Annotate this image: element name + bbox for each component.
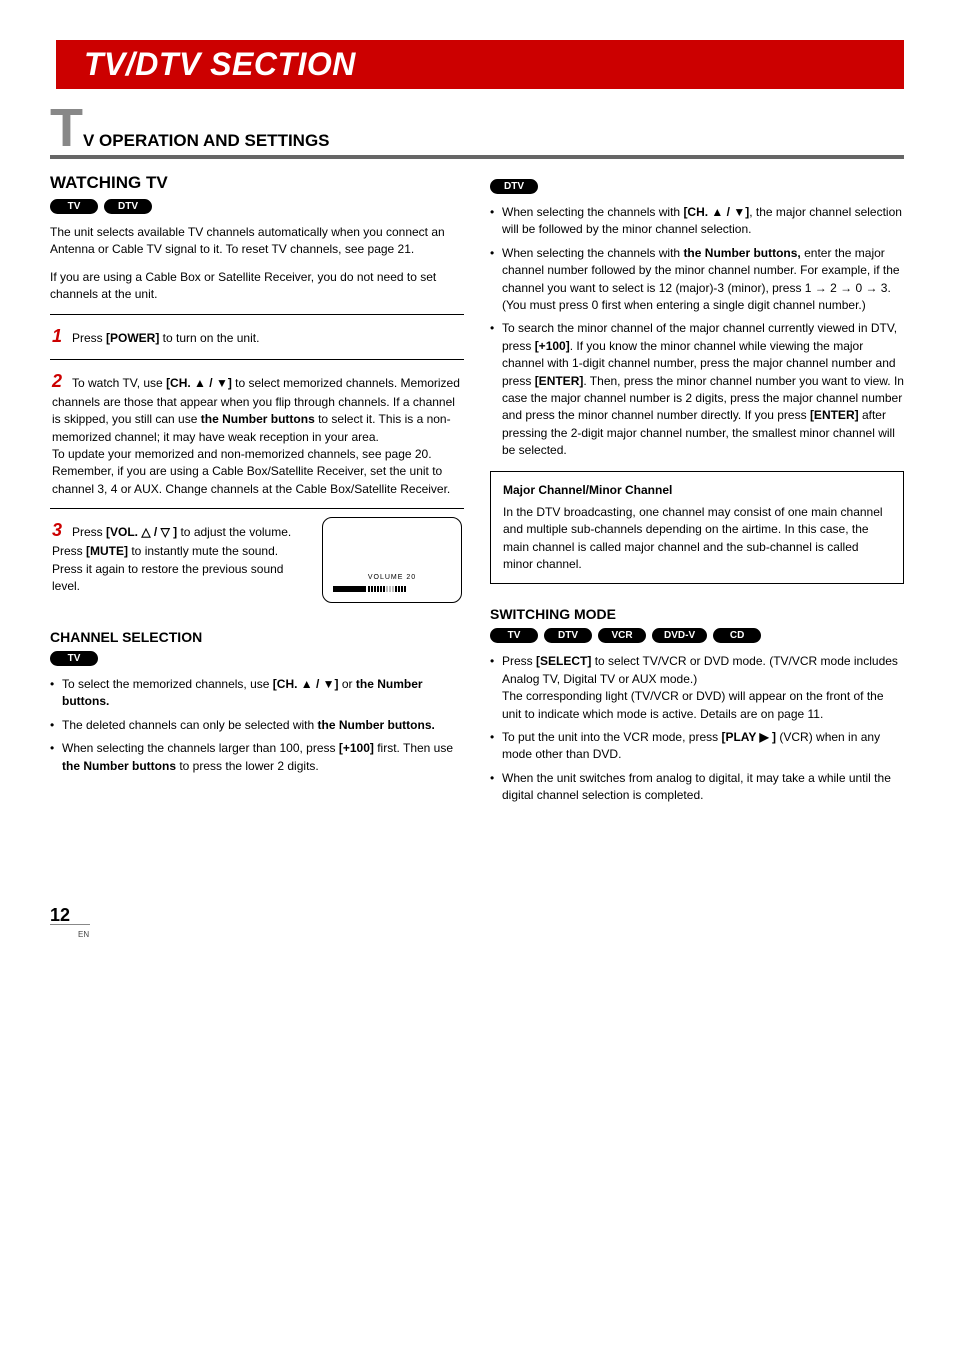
text: When selecting the channels larger than …: [62, 741, 339, 755]
info-box-body: In the DTV broadcasting, one channel may…: [503, 504, 891, 574]
page-title: TV OPERATION AND SETTINGS: [50, 101, 904, 159]
pill: DTV: [490, 179, 538, 194]
pill: VCR: [598, 628, 646, 643]
pill: TV: [50, 199, 98, 214]
key-label: [VOL. △ / ▽ ]: [106, 525, 177, 539]
key-label: the Number buttons: [201, 412, 315, 426]
key-label: [SELECT]: [536, 654, 591, 668]
pill-row-watching: TV DTV: [50, 199, 464, 214]
step-3: 3Press [VOL. △ / ▽ ] to adjust the volum…: [50, 508, 464, 613]
intro-paragraph: If you are using a Cable Box or Satellit…: [50, 269, 464, 304]
page-number: 12: [50, 905, 70, 925]
text: To select the memorized channels, use: [62, 677, 273, 691]
step-number: 2: [52, 368, 68, 394]
key-label: [+100]: [535, 339, 570, 353]
key-label: [CH. ▲ / ▼]: [683, 205, 749, 219]
key-label: [CH. ▲ / ▼]: [166, 376, 232, 390]
switching-bullets: Press [SELECT] to select TV/VCR or DVD m…: [490, 653, 904, 804]
dtv-bullets: When selecting the channels with [CH. ▲ …: [490, 204, 904, 459]
text: Press: [502, 654, 536, 668]
pill-row-channel: TV: [50, 651, 464, 666]
key-label: [MUTE]: [86, 544, 128, 558]
volume-label: VOLUME 20: [333, 573, 451, 583]
pill: CD: [713, 628, 761, 643]
list-item: When selecting the channels with the Num…: [490, 245, 904, 315]
text: The deleted channels can only be selecte…: [62, 718, 318, 732]
text: To put the unit into the VCR mode, press: [502, 730, 721, 744]
key-label: the Number buttons,: [683, 246, 800, 260]
page-title-rest: V OPERATION AND SETTINGS: [83, 131, 330, 150]
list-item: Press [SELECT] to select TV/VCR or DVD m…: [490, 653, 904, 723]
step-list: 1 Press [POWER] to turn on the unit. 2 To …: [50, 314, 464, 614]
text: Remember, if you are using a Cable Box/S…: [52, 464, 450, 495]
text: To update your memorized and non-memoriz…: [52, 447, 432, 461]
step-2: 2To watch TV, use [CH. ▲ / ▼] to select …: [50, 359, 464, 508]
key-label: [PLAY ▶ ]: [721, 730, 776, 744]
right-column: DTV When selecting the channels with [CH…: [490, 173, 904, 815]
key-label: [CH. ▲ / ▼]: [273, 677, 339, 691]
volume-bar: [333, 586, 451, 592]
key-label: the Number buttons.: [318, 718, 435, 732]
key-label: the Number buttons: [62, 759, 176, 773]
text: to press the lower 2 digits.: [176, 759, 319, 773]
pill: TV: [50, 651, 98, 666]
list-item: To put the unit into the VCR mode, press…: [490, 729, 904, 764]
intro-paragraph: The unit selects available TV channels a…: [50, 224, 464, 259]
text: first. Then use: [374, 741, 453, 755]
info-box-title: Major Channel/Minor Channel: [503, 482, 891, 499]
key-label: [POWER]: [106, 331, 159, 345]
volume-osd-illustration: VOLUME 20: [322, 517, 462, 603]
text: Press: [72, 525, 106, 539]
left-column: WATCHING TV TV DTV The unit selects avai…: [50, 173, 464, 815]
step-number: 1: [52, 323, 68, 349]
pill-row-dtv: DTV: [490, 179, 904, 194]
footer-suffix: EN: [78, 930, 89, 939]
step-1: 1 Press [POWER] to turn on the unit.: [50, 314, 464, 359]
text: The corresponding light (TV/VCR or DVD) …: [502, 689, 884, 720]
text: to turn on the unit.: [159, 331, 259, 345]
key-label: [ENTER]: [535, 374, 584, 388]
heading-channel-selection: CHANNEL SELECTION: [50, 629, 464, 645]
list-item: The deleted channels can only be selecte…: [50, 717, 464, 734]
pill: DVD-V: [652, 628, 707, 643]
pill: DTV: [544, 628, 592, 643]
heading-switching-mode: SWITCHING MODE: [490, 606, 904, 622]
step-number: 3: [52, 517, 68, 543]
section-banner: TV/DTV SECTION: [50, 40, 904, 89]
list-item: To select the memorized channels, use [C…: [50, 676, 464, 711]
text: Press: [72, 331, 106, 345]
list-item: When selecting the channels larger than …: [50, 740, 464, 775]
text: When selecting the channels with: [502, 205, 683, 219]
key-label: [+100]: [339, 741, 374, 755]
text: To watch TV, use: [72, 376, 166, 390]
volume-bar-fill: [333, 586, 366, 592]
list-item: To search the minor channel of the major…: [490, 320, 904, 459]
text: or: [339, 677, 356, 691]
volume-bar-ticks: [368, 586, 451, 592]
info-box-major-minor: Major Channel/Minor Channel In the DTV b…: [490, 471, 904, 584]
channel-bullets: To select the memorized channels, use [C…: [50, 676, 464, 775]
list-item: When selecting the channels with [CH. ▲ …: [490, 204, 904, 239]
pill-row-switching: TV DTV VCR DVD-V CD: [490, 628, 904, 643]
page-footer: 12 EN: [50, 905, 904, 940]
heading-watching-tv: WATCHING TV: [50, 173, 464, 193]
list-item: When the unit switches from analog to di…: [490, 770, 904, 805]
key-label: [ENTER]: [810, 408, 859, 422]
pill: DTV: [104, 199, 152, 214]
pill: TV: [490, 628, 538, 643]
page-title-cap: T: [50, 98, 83, 158]
text: When selecting the channels with: [502, 246, 683, 260]
